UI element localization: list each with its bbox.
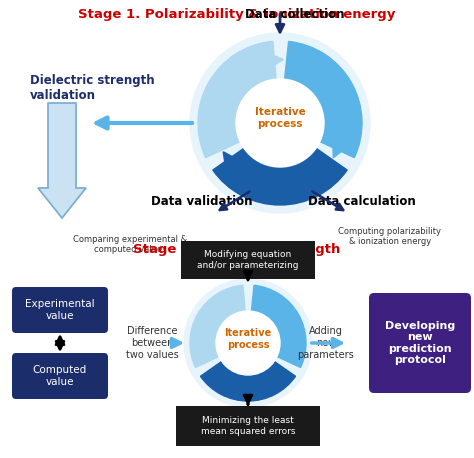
- FancyBboxPatch shape: [369, 293, 471, 393]
- Text: Adding
new
parameters: Adding new parameters: [298, 327, 355, 360]
- Circle shape: [190, 33, 370, 213]
- Wedge shape: [198, 41, 276, 158]
- Wedge shape: [251, 285, 306, 367]
- Wedge shape: [190, 285, 245, 367]
- Polygon shape: [223, 152, 232, 162]
- Wedge shape: [213, 148, 347, 205]
- Text: Dielectric strength
validation: Dielectric strength validation: [30, 74, 155, 102]
- Text: Developing
new
prediction
protocol: Developing new prediction protocol: [385, 321, 455, 365]
- FancyBboxPatch shape: [181, 241, 315, 279]
- Polygon shape: [274, 56, 283, 65]
- Circle shape: [236, 79, 324, 167]
- FancyBboxPatch shape: [176, 406, 320, 446]
- Text: Data collection: Data collection: [245, 8, 345, 21]
- Wedge shape: [201, 361, 295, 401]
- FancyArrow shape: [38, 103, 86, 218]
- Text: Stage 1. Polarizability & ionization energy: Stage 1. Polarizability & ionization ene…: [78, 8, 396, 21]
- Text: Stage 2. Dielectric strength: Stage 2. Dielectric strength: [133, 243, 341, 256]
- Circle shape: [216, 311, 280, 375]
- Text: Iterative
process: Iterative process: [255, 107, 305, 129]
- Text: Data calculation: Data calculation: [308, 195, 416, 208]
- Text: Computing polarizability
& ionization energy: Computing polarizability & ionization en…: [338, 227, 441, 246]
- Wedge shape: [284, 42, 362, 158]
- Text: Data validation: Data validation: [151, 195, 253, 208]
- FancyBboxPatch shape: [12, 287, 108, 333]
- Text: Iterative
process: Iterative process: [224, 328, 272, 350]
- Text: Modifying equation
and/or parameterizing: Modifying equation and/or parameterizing: [197, 251, 299, 270]
- Text: Minimizing the least
mean squared errors: Minimizing the least mean squared errors: [201, 416, 295, 436]
- Polygon shape: [333, 148, 341, 158]
- Text: Experimental
value: Experimental value: [25, 299, 95, 321]
- Text: Computed
value: Computed value: [33, 365, 87, 387]
- Circle shape: [184, 279, 312, 407]
- Text: Difference
between
two values: Difference between two values: [126, 327, 178, 360]
- FancyBboxPatch shape: [12, 353, 108, 399]
- Text: Comparing experimental &
computed values: Comparing experimental & computed values: [73, 235, 187, 254]
